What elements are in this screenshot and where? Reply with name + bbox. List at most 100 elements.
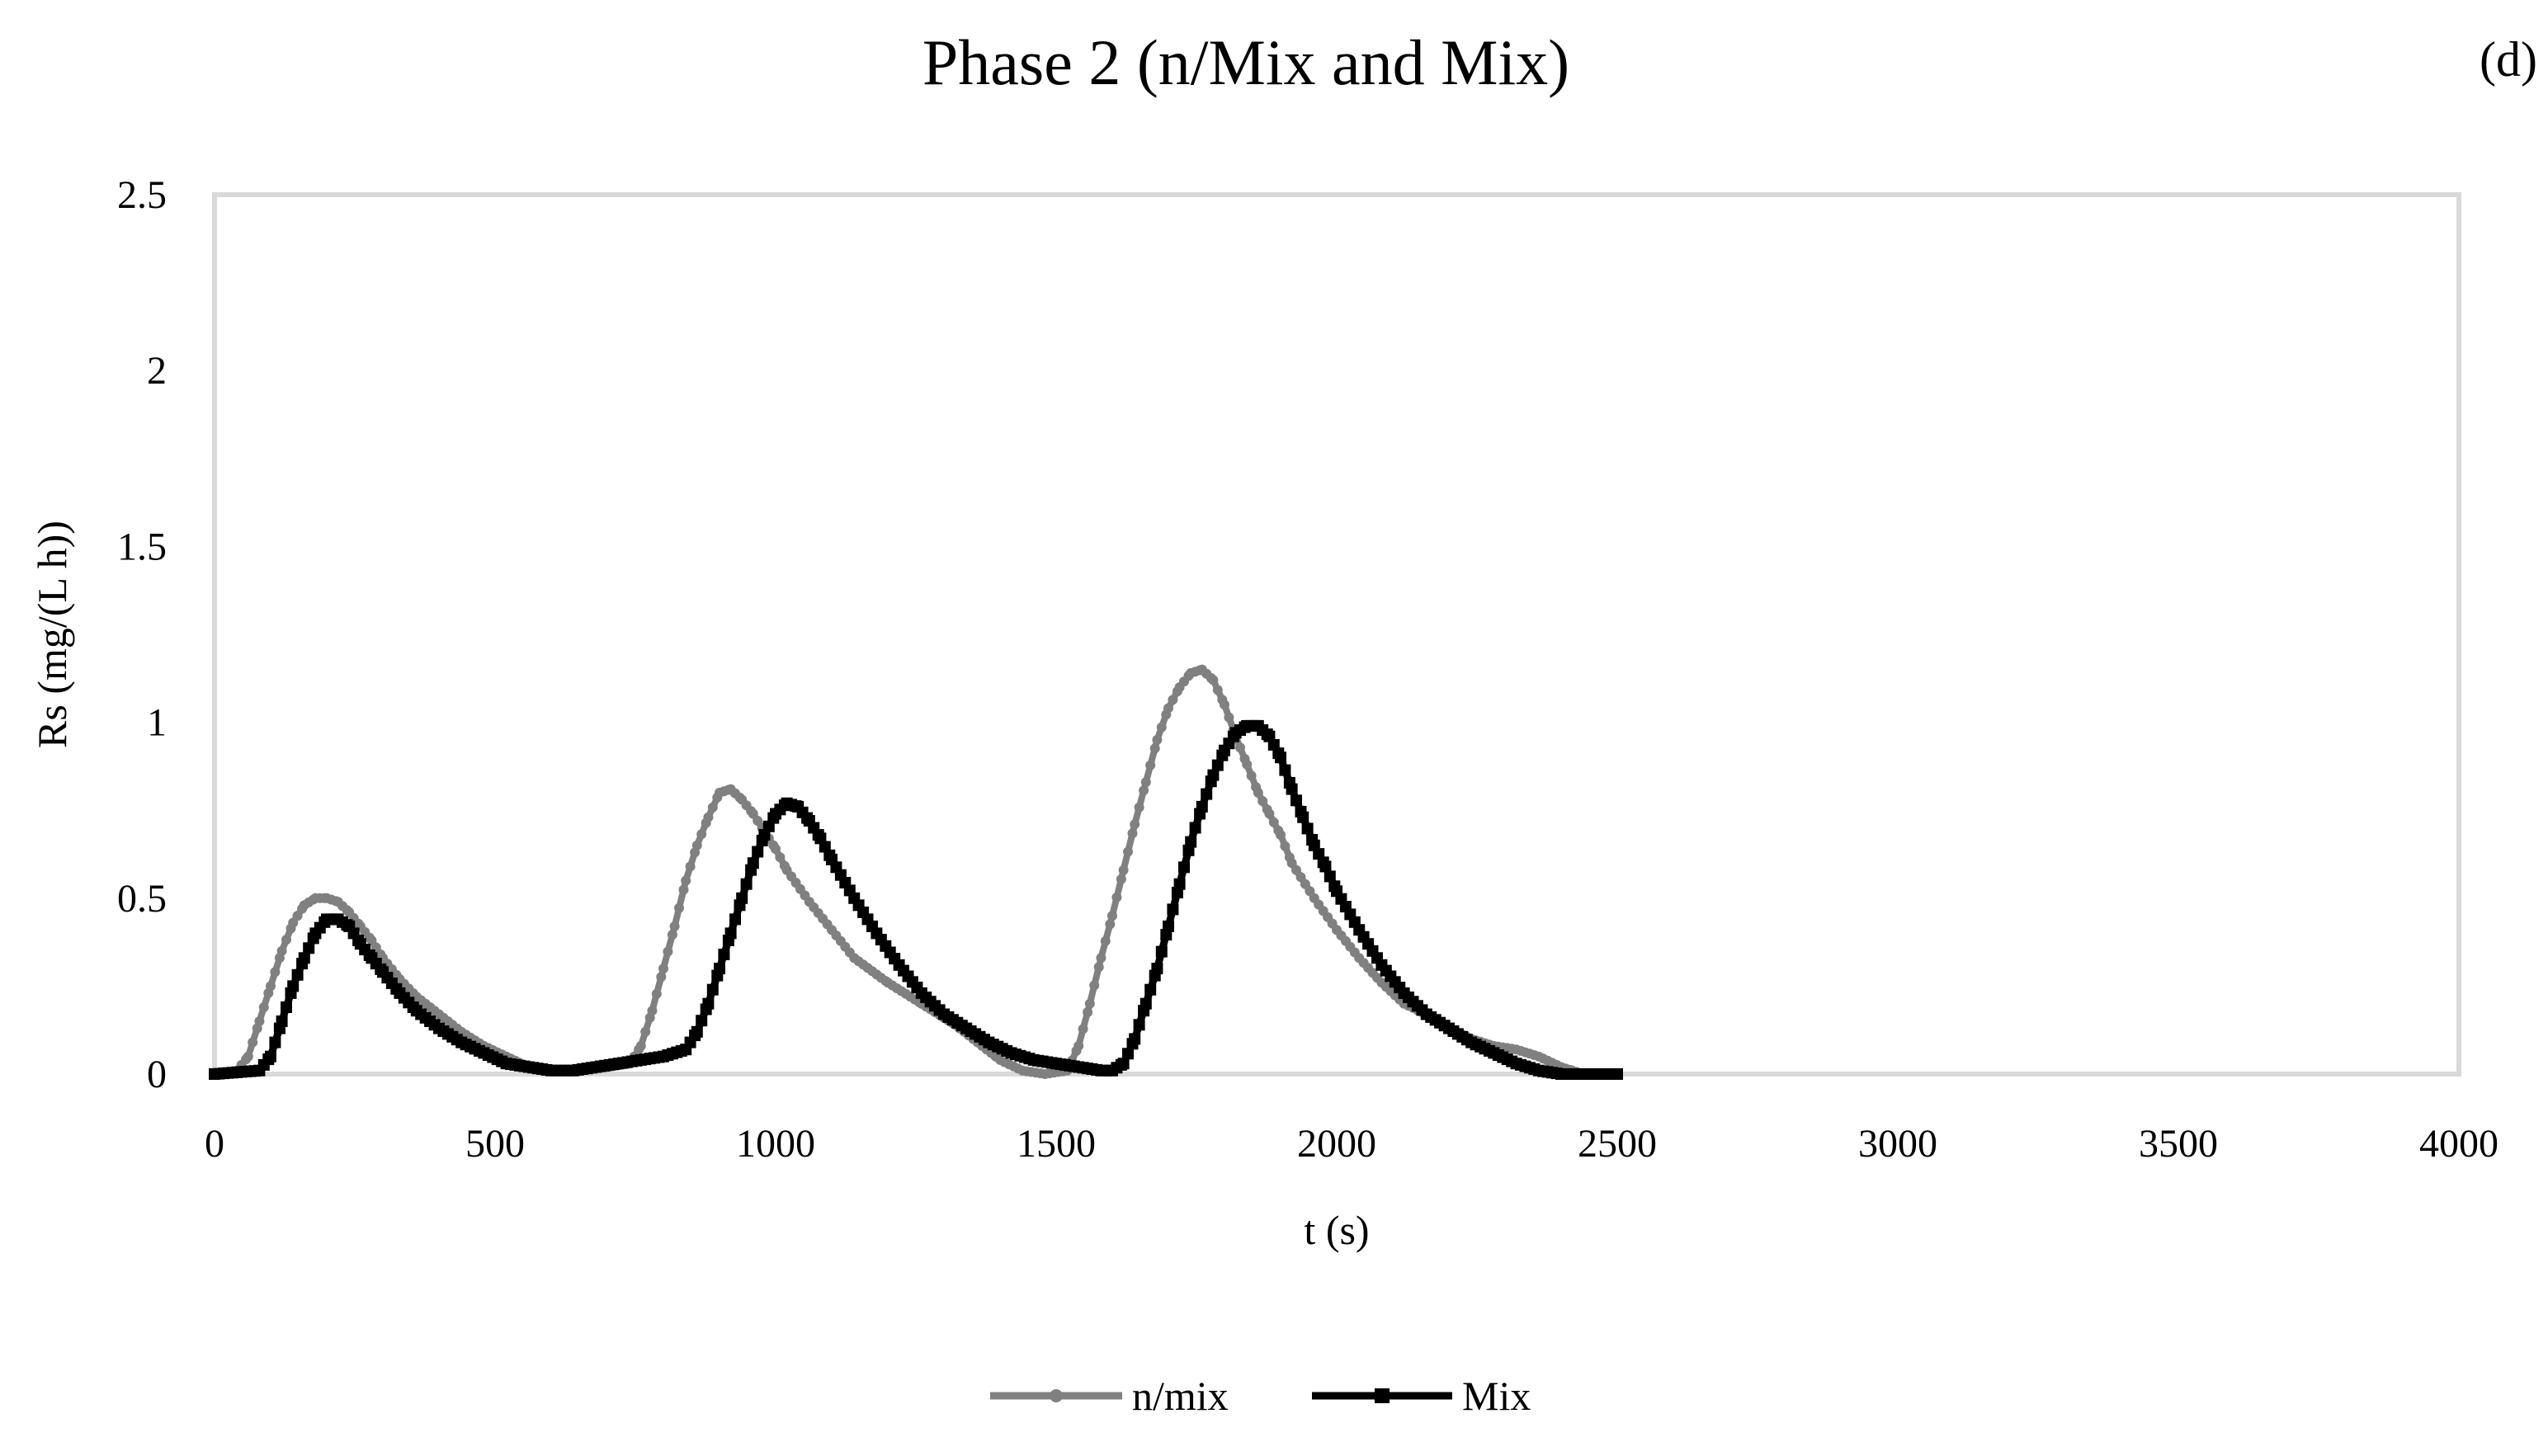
data-point-n-mix — [1235, 742, 1245, 753]
y-tick-label: 0 — [147, 1053, 167, 1096]
data-point-n-mix — [266, 981, 276, 992]
data-point-n-mix — [243, 1051, 253, 1062]
data-point-mix — [1297, 811, 1309, 823]
data-point-n-mix — [1084, 998, 1095, 1009]
data-point-mix — [702, 997, 715, 1010]
data-point-mix — [276, 1015, 288, 1027]
data-point-mix — [1189, 822, 1201, 834]
data-point-mix — [1129, 1033, 1141, 1045]
data-point-n-mix — [270, 967, 281, 978]
data-point-mix — [1178, 861, 1190, 874]
data-point-n-mix — [696, 829, 707, 840]
data-point-n-mix — [1276, 830, 1286, 840]
data-point-mix — [1275, 752, 1286, 764]
data-point-n-mix — [1096, 953, 1106, 964]
data-point-n-mix — [1305, 886, 1315, 897]
data-point-n-mix — [1078, 1024, 1088, 1034]
data-point-mix — [724, 927, 737, 940]
data-point-n-mix — [640, 1026, 651, 1037]
data-point-mix — [1173, 878, 1186, 890]
data-point-n-mix — [658, 964, 668, 974]
data-point-n-mix — [1268, 817, 1279, 827]
data-point-n-mix — [1212, 685, 1223, 695]
data-point-n-mix — [1220, 700, 1229, 710]
data-point-n-mix — [1139, 785, 1149, 796]
data-point-n-mix — [1253, 787, 1263, 798]
data-point-n-mix — [647, 1006, 658, 1016]
data-point-n-mix — [1163, 703, 1173, 714]
legend-label-mix: Mix — [1462, 1373, 1531, 1419]
data-point-n-mix — [1300, 879, 1310, 889]
data-point-mix — [1133, 1019, 1145, 1031]
data-point-n-mix — [1246, 770, 1257, 781]
data-point-mix — [1117, 1058, 1130, 1070]
data-point-n-mix — [1295, 872, 1306, 883]
data-point-n-mix — [1149, 743, 1160, 754]
data-point-n-mix — [366, 935, 377, 945]
y-axis-label: Rs (mg/(L h)) — [29, 521, 75, 748]
x-tick-label: 3500 — [2139, 1122, 2218, 1166]
x-tick-label: 1500 — [1017, 1122, 1096, 1166]
data-point-n-mix — [1134, 802, 1144, 813]
data-point-n-mix — [292, 911, 303, 921]
plot-area-frame — [212, 192, 2461, 1077]
data-point-mix — [706, 983, 719, 996]
data-point-mix — [1301, 822, 1314, 835]
data-point-n-mix — [1127, 828, 1138, 839]
data-point-n-mix — [1107, 911, 1117, 921]
chart-title: Phase 2 (n/Mix and Mix) — [922, 26, 1569, 98]
data-point-mix — [1155, 945, 1168, 958]
data-point-mix — [1185, 836, 1197, 848]
data-point-mix — [729, 913, 741, 926]
data-point-n-mix — [1100, 935, 1111, 946]
data-point-n-mix — [281, 935, 291, 945]
data-point-mix — [1279, 764, 1291, 776]
data-point-n-mix — [707, 802, 718, 813]
data-point-n-mix — [1116, 874, 1126, 884]
x-tick-labels: 0 500 1000 1500 2000 2500 3000 3500 4000 — [205, 1122, 2498, 1166]
data-point-mix — [752, 846, 764, 858]
data-point-n-mix — [1224, 712, 1234, 723]
data-point-mix — [1201, 788, 1213, 800]
data-point-n-mix — [681, 875, 691, 886]
legend-label-n-mix: n/mix — [1132, 1373, 1229, 1419]
data-point-mix — [1167, 903, 1179, 916]
data-point-n-mix — [258, 1002, 269, 1012]
y-tick-label: 1 — [147, 701, 167, 745]
series-layer — [209, 664, 1623, 1080]
data-point-mix — [1286, 783, 1298, 795]
data-point-n-mix — [1118, 865, 1129, 875]
data-point-n-mix — [1145, 760, 1156, 770]
data-point-n-mix — [1257, 796, 1268, 807]
data-point-n-mix — [748, 808, 758, 819]
data-point-n-mix — [1111, 892, 1122, 902]
data-point-n-mix — [254, 1016, 265, 1026]
data-point-mix — [281, 1001, 292, 1013]
data-point-n-mix — [775, 852, 786, 863]
data-point-n-mix — [1123, 846, 1133, 857]
data-point-n-mix — [1073, 1040, 1084, 1051]
y-tick-label: 2 — [147, 349, 167, 393]
data-point-mix — [1151, 963, 1163, 975]
data-point-n-mix — [1264, 808, 1275, 819]
data-point-mix — [1207, 769, 1220, 781]
y-tick-label: 1.5 — [117, 525, 167, 568]
data-point-n-mix — [771, 844, 781, 855]
data-point-mix — [718, 949, 730, 960]
data-point-n-mix — [1140, 777, 1151, 788]
data-point-mix — [1319, 860, 1332, 873]
data-point-n-mix — [248, 1037, 258, 1048]
data-point-n-mix — [288, 917, 299, 928]
y-tick-label: 2.5 — [117, 173, 167, 217]
panel-tag: (d) — [2480, 32, 2537, 87]
data-point-mix — [1324, 870, 1336, 883]
data-point-mix — [303, 942, 315, 954]
data-point-n-mix — [1089, 980, 1100, 991]
data-point-mix — [691, 1025, 703, 1038]
legend: n/mix Mix — [990, 1373, 1531, 1419]
x-axis-label: t (s) — [1304, 1207, 1369, 1253]
data-point-mix — [287, 980, 300, 992]
data-point-mix — [740, 878, 753, 890]
x-tick-label: 4000 — [2419, 1122, 2498, 1166]
